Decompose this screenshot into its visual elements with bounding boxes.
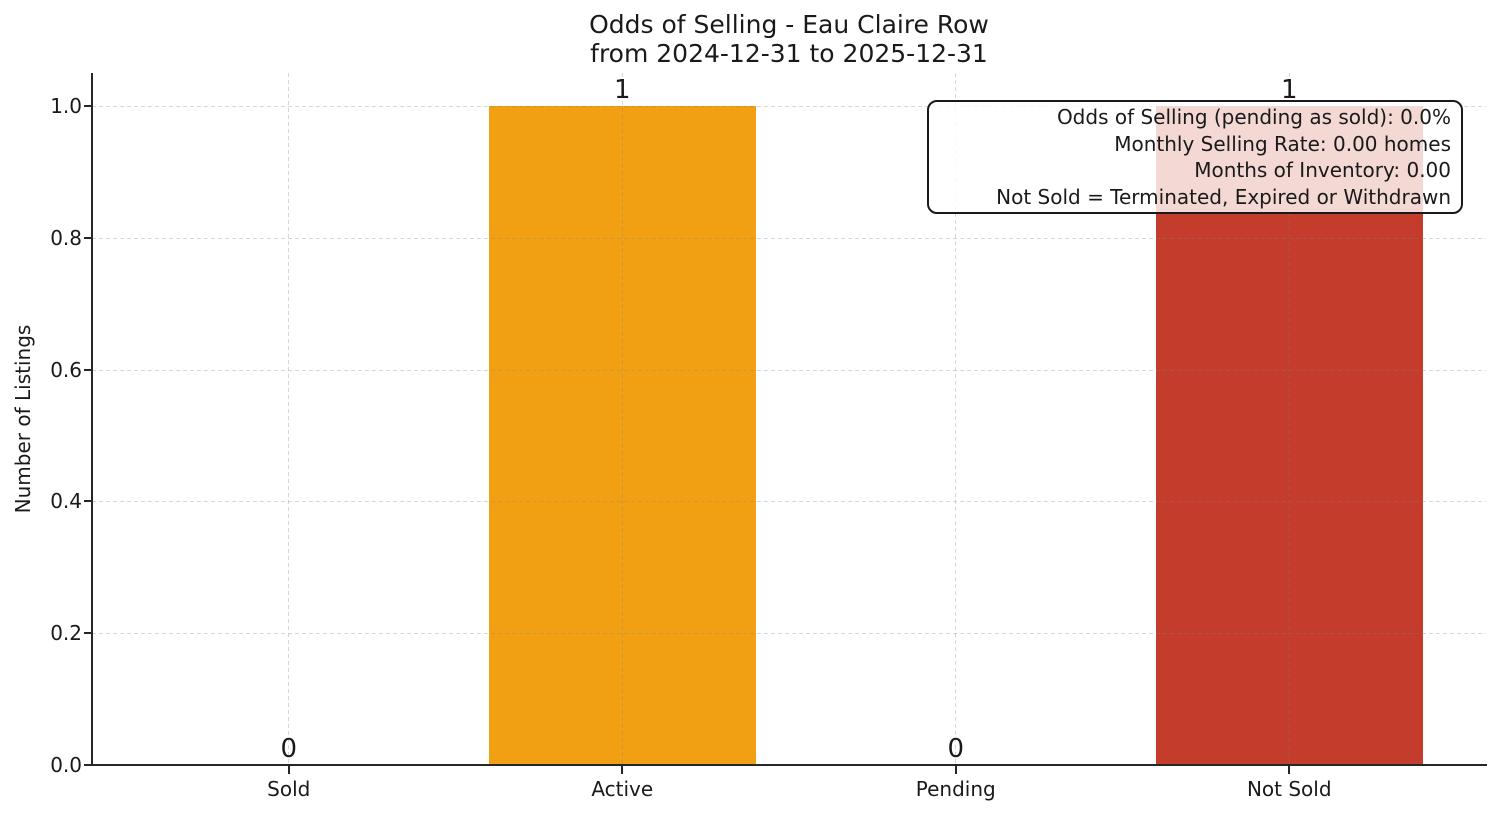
- gridline-vertical: [288, 73, 290, 765]
- y-tick-mark: [84, 236, 92, 239]
- y-axis-spine: [91, 73, 93, 766]
- gridline-horizontal: [92, 106, 1486, 107]
- bar-not-sold: [1155, 106, 1423, 765]
- annotation-line-notsold-def: Not Sold = Terminated, Expired or Withdr…: [996, 184, 1451, 209]
- x-tick-mark: [954, 766, 957, 774]
- gridline-vertical: [955, 73, 957, 765]
- y-axis-title: Number of Listings: [11, 324, 35, 514]
- x-tick-label-pending: Pending: [915, 777, 996, 801]
- x-tick-mark: [621, 766, 624, 774]
- x-tick-label-not-sold: Not Sold: [1246, 777, 1332, 801]
- annotation-line-monthly-rate: Monthly Selling Rate: 0.00 homes: [1114, 131, 1451, 156]
- x-tick-mark: [1288, 766, 1291, 774]
- chart-subtitle: from 2024-12-31 to 2025-12-31: [590, 39, 988, 68]
- y-tick-mark: [84, 632, 92, 635]
- chart-title: Odds of Selling - Eau Claire Row: [589, 10, 989, 39]
- x-tick-label-sold: Sold: [267, 777, 311, 801]
- annotation-line-odds: Odds of Selling (pending as sold): 0.0%: [1056, 105, 1451, 129]
- bar-active: [488, 106, 756, 765]
- gridline-horizontal: [92, 501, 1486, 503]
- x-tick-label-active: Active: [591, 777, 654, 801]
- y-tick-mark: [84, 500, 92, 503]
- gridline-vertical: [621, 73, 623, 765]
- y-tick-mark: [84, 368, 92, 371]
- y-tick-mark: [84, 764, 92, 766]
- gridline-horizontal: [92, 633, 1486, 635]
- bar-value-label: 0: [947, 734, 964, 764]
- y-tick-label: 1.0: [50, 94, 82, 118]
- y-tick-label: 0.2: [50, 621, 82, 646]
- gridline-vertical: [1288, 73, 1290, 765]
- annotation-line-inventory: Months of Inventory: 0.00: [1194, 158, 1451, 182]
- y-tick-label: 0.6: [50, 357, 82, 382]
- gridline-horizontal: [92, 369, 1486, 371]
- y-tick-label: 0.8: [50, 225, 82, 250]
- bar-value-label: 1: [1280, 75, 1298, 105]
- x-tick-mark: [287, 766, 290, 774]
- bar-value-label: 1: [613, 75, 631, 105]
- x-axis-spine: [91, 764, 1487, 766]
- y-tick-label: 0.0: [50, 753, 82, 777]
- stats-annotation-box: Odds of Selling (pending as sold): 0.0% …: [927, 100, 1463, 214]
- y-tick-label: 0.4: [50, 489, 82, 514]
- chart-title-block: Odds of Selling - Eau Claire Row from 20…: [92, 10, 1486, 68]
- y-tick-mark: [84, 105, 92, 107]
- gridline-horizontal: [92, 237, 1486, 239]
- bar-value-label: 0: [280, 734, 298, 764]
